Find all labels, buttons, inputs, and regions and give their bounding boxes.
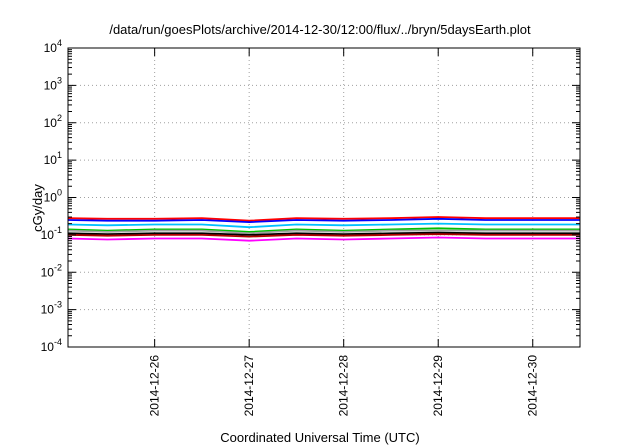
series-lines	[67, 216, 580, 242]
series-line	[67, 216, 580, 222]
y-tick-label: 102	[44, 113, 62, 130]
y-tick-label: 103	[44, 75, 62, 92]
x-tick-label: 2014-12-30	[526, 355, 540, 417]
series-line	[67, 231, 580, 236]
x-tick-label: 2014-12-27	[242, 355, 256, 417]
series-line	[67, 227, 580, 233]
y-tick-label: 10-4	[41, 337, 62, 354]
y-tick-label: 101	[44, 150, 62, 167]
x-tick-label: 2014-12-28	[337, 355, 351, 417]
x-axis-label: Coordinated Universal Time (UTC)	[220, 430, 420, 445]
series-line	[67, 233, 580, 238]
ticks	[68, 47, 580, 348]
y-axis-label: cGy/day	[30, 184, 45, 232]
y-tick-label: 10-3	[41, 300, 62, 317]
series-line	[67, 217, 580, 224]
x-tick-label: 2014-12-29	[431, 355, 445, 417]
chart-title: /data/run/goesPlots/archive/2014-12-30/1…	[109, 22, 531, 37]
grid	[68, 48, 580, 347]
y-tick-label: 104	[44, 38, 62, 55]
tick-labels: 10-4 10-3 10-2 10-1 100 101 102 103 104 2014-12-2…	[41, 38, 540, 416]
series-line	[67, 229, 580, 235]
x-tick-label: 2014-12-26	[148, 355, 162, 417]
y-tick-label: 10-1	[41, 225, 62, 242]
y-tick-label: 100	[44, 188, 62, 205]
series-line	[67, 222, 580, 229]
series-line	[67, 236, 580, 242]
y-tick-label: 10-2	[41, 262, 62, 279]
